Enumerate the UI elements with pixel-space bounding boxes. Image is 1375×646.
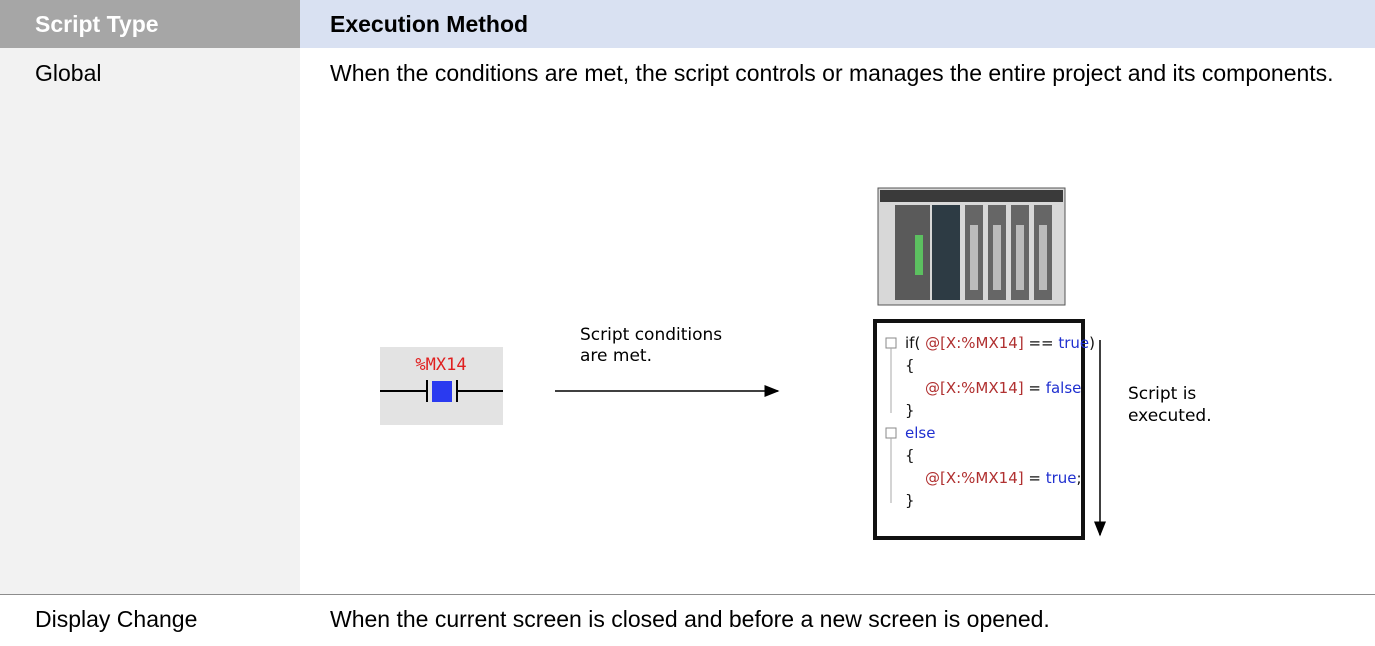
plc-image [877, 187, 1066, 306]
execution-label: executed. [1128, 406, 1212, 426]
code-token: if( [905, 334, 925, 352]
code-token: else [905, 424, 935, 442]
code-line: { [905, 356, 915, 374]
code-token: true [1046, 469, 1077, 487]
execution-label: Script is [1128, 384, 1196, 404]
left-column-bg [0, 0, 300, 595]
code-token: = [1024, 469, 1046, 487]
cell: Display Change [35, 606, 198, 632]
code-line: @[X:%MX14] = false; [925, 379, 1086, 397]
code-token: { [905, 446, 915, 464]
code-token: ; [1077, 469, 1082, 487]
code-box [873, 319, 1085, 540]
code-line: } [905, 401, 915, 419]
code-token: ) [1089, 334, 1095, 352]
code-line: if( @[X:%MX14] == true) [905, 334, 1095, 352]
code-token: false [1046, 379, 1082, 397]
cell: Global [35, 60, 102, 86]
contact-label: %MX14 [415, 355, 466, 375]
code-line: @[X:%MX14] = true; [925, 469, 1082, 487]
code-token: @[X:%MX14] [925, 334, 1024, 352]
condition-label: are met. [580, 346, 652, 366]
code-token: == [1024, 334, 1059, 352]
code-line: else [905, 424, 935, 442]
code-line: { [905, 446, 915, 464]
code-token: ; [1081, 379, 1086, 397]
code-token: } [905, 401, 915, 419]
condition-label: Script conditions [580, 325, 722, 345]
cell: When the conditions are met, the script … [330, 60, 1334, 86]
code-token: @[X:%MX14] [925, 379, 1024, 397]
header-cell: Execution Method [330, 11, 529, 37]
code-token: } [905, 491, 915, 509]
header-right-bg [300, 0, 1375, 48]
header-cell: Script Type [35, 11, 159, 37]
code-token: true [1058, 334, 1089, 352]
code-token: { [905, 356, 915, 374]
row-divider [0, 594, 1375, 595]
code-token: @[X:%MX14] [925, 469, 1024, 487]
code-line: } [905, 491, 915, 509]
code-token: = [1024, 379, 1046, 397]
cell: When the current screen is closed and be… [330, 606, 1050, 632]
header-left-bg [0, 0, 300, 48]
